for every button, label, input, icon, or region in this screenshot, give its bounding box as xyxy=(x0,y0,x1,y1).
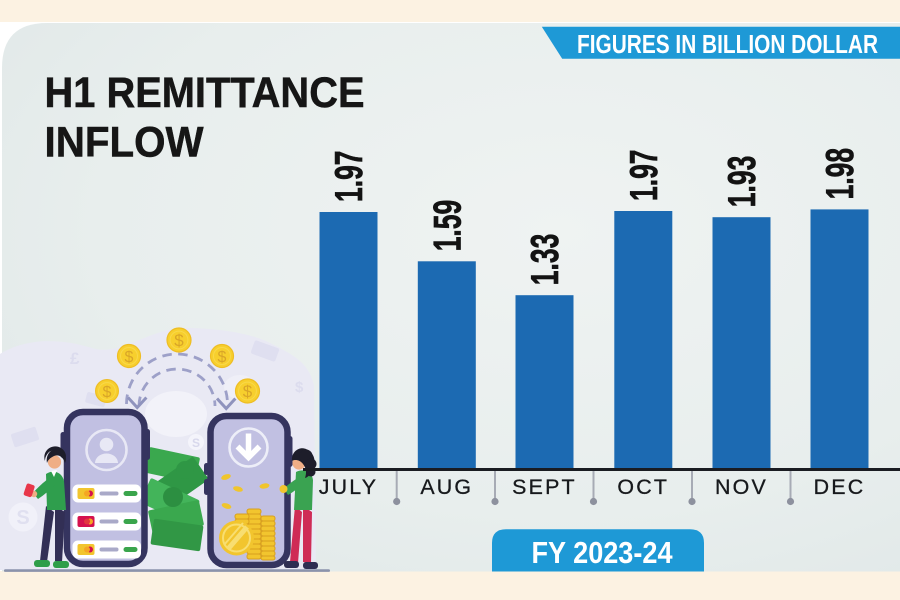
svg-text:FY 2023-24: FY 2023-24 xyxy=(532,535,674,570)
svg-text:$: $ xyxy=(125,349,134,366)
svg-text:INFLOW: INFLOW xyxy=(45,120,205,167)
svg-text:1.97: 1.97 xyxy=(328,151,371,203)
svg-text:$: $ xyxy=(103,384,112,401)
svg-text:$: $ xyxy=(295,379,304,396)
svg-text:NOV: NOV xyxy=(715,475,768,499)
svg-text:1.97: 1.97 xyxy=(623,150,666,202)
svg-text:1.98: 1.98 xyxy=(819,148,862,200)
svg-text:FIGURES IN BILLION DOLLAR: FIGURES IN BILLION DOLLAR xyxy=(577,31,878,59)
svg-text:$: $ xyxy=(243,382,253,401)
svg-text:1.93: 1.93 xyxy=(721,156,764,208)
svg-text:1.59: 1.59 xyxy=(426,200,469,252)
svg-text:AUG: AUG xyxy=(420,475,473,499)
svg-text:$: $ xyxy=(174,331,184,350)
svg-text:H1 REMITTANCE: H1 REMITTANCE xyxy=(45,70,365,117)
svg-text:£: £ xyxy=(70,349,80,368)
svg-text:JULY: JULY xyxy=(319,475,379,499)
svg-text:$: $ xyxy=(218,349,227,366)
svg-text:S: S xyxy=(192,436,200,450)
svg-text:1.33: 1.33 xyxy=(524,234,567,286)
svg-text:DEC: DEC xyxy=(814,475,866,499)
svg-text:S: S xyxy=(16,507,29,529)
svg-text:OCT: OCT xyxy=(617,475,669,499)
svg-text:SEPT: SEPT xyxy=(512,475,577,499)
